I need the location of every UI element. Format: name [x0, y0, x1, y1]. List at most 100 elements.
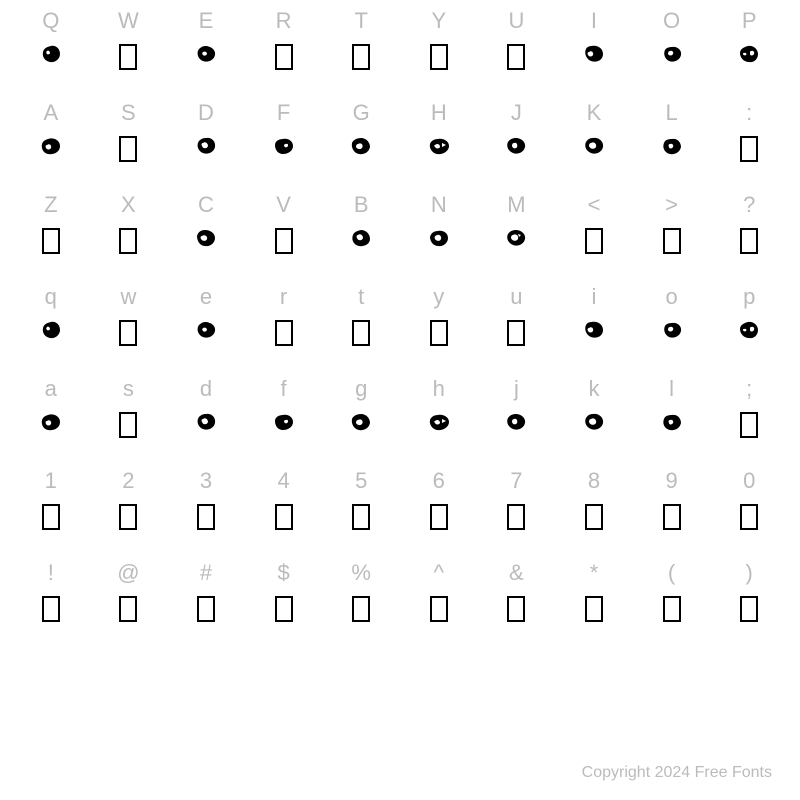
- empty-glyph-box: [275, 320, 293, 346]
- empty-glyph-box: [430, 596, 448, 622]
- empty-glyph-box: [275, 228, 293, 254]
- char-label: <: [588, 192, 601, 218]
- glyph-cell: i: [555, 280, 633, 372]
- glyph-cell: #: [167, 556, 245, 648]
- glyph-cell: 6: [400, 464, 478, 556]
- glyph-blob: [195, 136, 217, 156]
- char-label: d: [200, 376, 212, 402]
- glyph-blob: [661, 136, 683, 156]
- glyph-cell: I: [555, 4, 633, 96]
- char-label: 1: [45, 468, 57, 494]
- empty-glyph-box: [119, 44, 137, 70]
- glyph-blob: [505, 136, 527, 156]
- char-label: w: [120, 284, 136, 310]
- glyph-cell: :: [710, 96, 788, 188]
- char-label: ): [746, 560, 753, 586]
- glyph-blob: [505, 228, 527, 248]
- empty-glyph-box: [352, 596, 370, 622]
- empty-glyph-box: [430, 320, 448, 346]
- character-map-grid: QWERTYUIOPASDFGHJKL:ZXCVBNM<>?qwertyuiop…: [0, 0, 800, 740]
- char-label: 8: [588, 468, 600, 494]
- char-label: C: [198, 192, 214, 218]
- char-label: 0: [743, 468, 755, 494]
- glyph-cell: 2: [90, 464, 168, 556]
- char-label: $: [277, 560, 289, 586]
- glyph-blob: [661, 412, 683, 432]
- glyph-cell: ;: [710, 372, 788, 464]
- empty-glyph-box: [507, 320, 525, 346]
- glyph-cell: G: [322, 96, 400, 188]
- char-label: l: [669, 376, 674, 402]
- char-label: 3: [200, 468, 212, 494]
- glyph-blob: [583, 136, 605, 156]
- char-label: ^: [434, 560, 444, 586]
- char-label: G: [353, 100, 370, 126]
- glyph-cell: S: [90, 96, 168, 188]
- char-label: >: [665, 192, 678, 218]
- glyph-blob: [40, 136, 62, 156]
- glyph-blob: [738, 320, 760, 340]
- char-label: D: [198, 100, 214, 126]
- char-label: ?: [743, 192, 755, 218]
- glyph-cell: O: [633, 4, 711, 96]
- char-label: #: [200, 560, 212, 586]
- glyph-blob: [583, 44, 605, 64]
- glyph-cell: T: [322, 4, 400, 96]
- empty-glyph-box: [740, 136, 758, 162]
- glyph-cell: y: [400, 280, 478, 372]
- char-label: s: [123, 376, 134, 402]
- empty-glyph-box: [663, 504, 681, 530]
- glyph-blob: [505, 412, 527, 432]
- glyph-cell: @: [90, 556, 168, 648]
- glyph-cell: $: [245, 556, 323, 648]
- glyph-cell: o: [633, 280, 711, 372]
- glyph-cell: J: [478, 96, 556, 188]
- char-label: N: [431, 192, 447, 218]
- char-label: &: [509, 560, 524, 586]
- empty-glyph-box: [663, 228, 681, 254]
- char-label: 7: [510, 468, 522, 494]
- glyph-cell: s: [90, 372, 168, 464]
- glyph-cell: R: [245, 4, 323, 96]
- glyph-cell: p: [710, 280, 788, 372]
- char-label: f: [281, 376, 287, 402]
- char-label: K: [587, 100, 602, 126]
- empty-glyph-box: [663, 596, 681, 622]
- glyph-cell: F: [245, 96, 323, 188]
- glyph-cell: N: [400, 188, 478, 280]
- empty-glyph-box: [119, 320, 137, 346]
- empty-glyph-box: [42, 504, 60, 530]
- char-label: T: [354, 8, 367, 34]
- char-label: 4: [277, 468, 289, 494]
- copyright-text: Copyright 2024 Free Fonts: [582, 764, 772, 782]
- glyph-cell: D: [167, 96, 245, 188]
- glyph-blob: [273, 136, 295, 156]
- glyph-cell: 5: [322, 464, 400, 556]
- char-label: i: [592, 284, 597, 310]
- glyph-cell: *: [555, 556, 633, 648]
- empty-glyph-box: [430, 44, 448, 70]
- char-label: q: [45, 284, 57, 310]
- empty-glyph-box: [275, 596, 293, 622]
- glyph-cell: Y: [400, 4, 478, 96]
- char-label: *: [590, 560, 599, 586]
- glyph-cell: M: [478, 188, 556, 280]
- glyph-cell: V: [245, 188, 323, 280]
- empty-glyph-box: [352, 320, 370, 346]
- glyph-blob: [661, 44, 683, 64]
- glyph-cell: Z: [12, 188, 90, 280]
- char-label: H: [431, 100, 447, 126]
- empty-glyph-box: [740, 504, 758, 530]
- glyph-blob: [40, 44, 62, 64]
- empty-glyph-box: [119, 136, 137, 162]
- char-label: V: [276, 192, 291, 218]
- char-label: g: [355, 376, 367, 402]
- char-label: e: [200, 284, 212, 310]
- glyph-cell: ^: [400, 556, 478, 648]
- empty-glyph-box: [119, 504, 137, 530]
- glyph-cell: H: [400, 96, 478, 188]
- char-label: A: [43, 100, 58, 126]
- empty-glyph-box: [507, 504, 525, 530]
- glyph-cell: a: [12, 372, 90, 464]
- glyph-cell: u: [478, 280, 556, 372]
